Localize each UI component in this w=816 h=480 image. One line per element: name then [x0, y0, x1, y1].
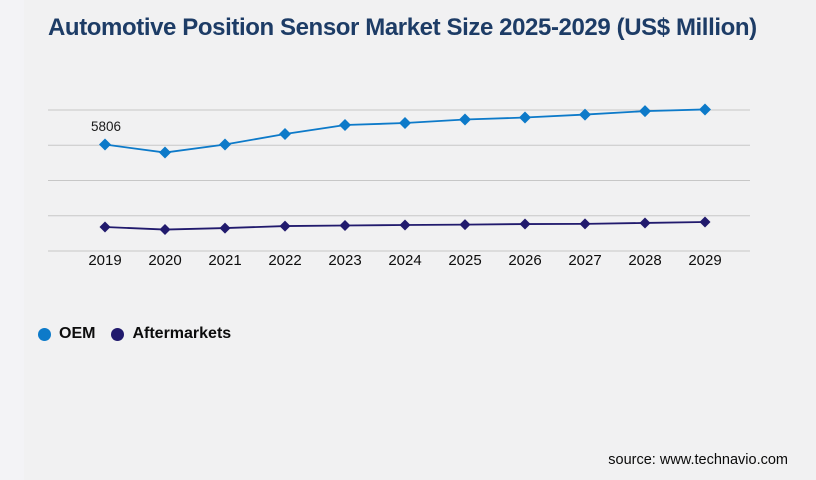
marker-oem-2028	[639, 105, 651, 118]
marker-oem-2026	[519, 111, 531, 124]
marker-aftermarkets-2023	[339, 220, 351, 232]
marker-oem-2025	[459, 113, 471, 126]
marker-aftermarkets-2027	[579, 218, 591, 230]
marker-aftermarkets-2021	[219, 222, 231, 234]
marker-aftermarkets-2028	[639, 217, 651, 229]
marker-oem-2019	[99, 138, 111, 151]
series-line-oem	[104, 108, 706, 154]
marker-aftermarkets-2019	[99, 221, 111, 233]
x-axis: 2019 2020 2021 2022 2023 2024 2025 2026 2027 2028…	[75, 252, 735, 269]
legend-item-aftermarkets[interactable]: Aftermarkets	[111, 325, 231, 343]
x-axis-label-2019: 2019	[88, 252, 122, 269]
marker-oem-2023	[339, 119, 351, 132]
marker-aftermarkets-2025	[459, 219, 471, 231]
marker-oem-2024	[399, 117, 411, 130]
marker-aftermarkets-2026	[519, 218, 531, 230]
x-axis-label-2020: 2020	[148, 252, 182, 269]
x-axis-label-2025: 2025	[448, 252, 482, 269]
x-axis-label-2028: 2028	[628, 252, 662, 269]
legend-label: Aftermarkets	[132, 325, 232, 342]
x-axis-label-2021: 2021	[208, 252, 242, 269]
x-axis-label-2022: 2022	[268, 252, 302, 269]
x-axis-label-2024: 2024	[388, 252, 422, 269]
oem-2019-data-label: 5806	[90, 119, 122, 134]
marker-aftermarkets-2020	[159, 224, 171, 236]
legend-swatch-icon	[111, 327, 125, 341]
line-chart-plot	[48, 103, 750, 252]
chart-legend: OEM Aftermarkets	[38, 324, 231, 344]
legend-item-oem[interactable]: OEM	[38, 325, 95, 343]
x-axis-label-2023: 2023	[328, 252, 362, 269]
chart-title: Automotive Position Sensor Market Size 2…	[48, 14, 757, 41]
x-axis-label-2027: 2027	[568, 252, 602, 269]
marker-oem-2027	[579, 108, 591, 121]
legend-swatch-icon	[38, 327, 51, 341]
source-attribution: source: www.technavio.com	[608, 452, 788, 468]
chart-widget: Automotive Position Sensor Market Size 2…	[24, 0, 816, 480]
marker-oem-2020	[159, 146, 171, 159]
marker-aftermarkets-2029	[699, 216, 711, 228]
marker-aftermarkets-2024	[399, 219, 411, 231]
x-axis-label-2029: 2029	[688, 252, 722, 269]
marker-aftermarkets-2022	[279, 220, 291, 232]
legend-label: OEM	[59, 325, 96, 342]
marker-oem-2029	[699, 103, 711, 116]
x-axis-label-2026: 2026	[508, 252, 542, 269]
marker-oem-2021	[219, 138, 231, 151]
marker-oem-2022	[279, 128, 291, 141]
